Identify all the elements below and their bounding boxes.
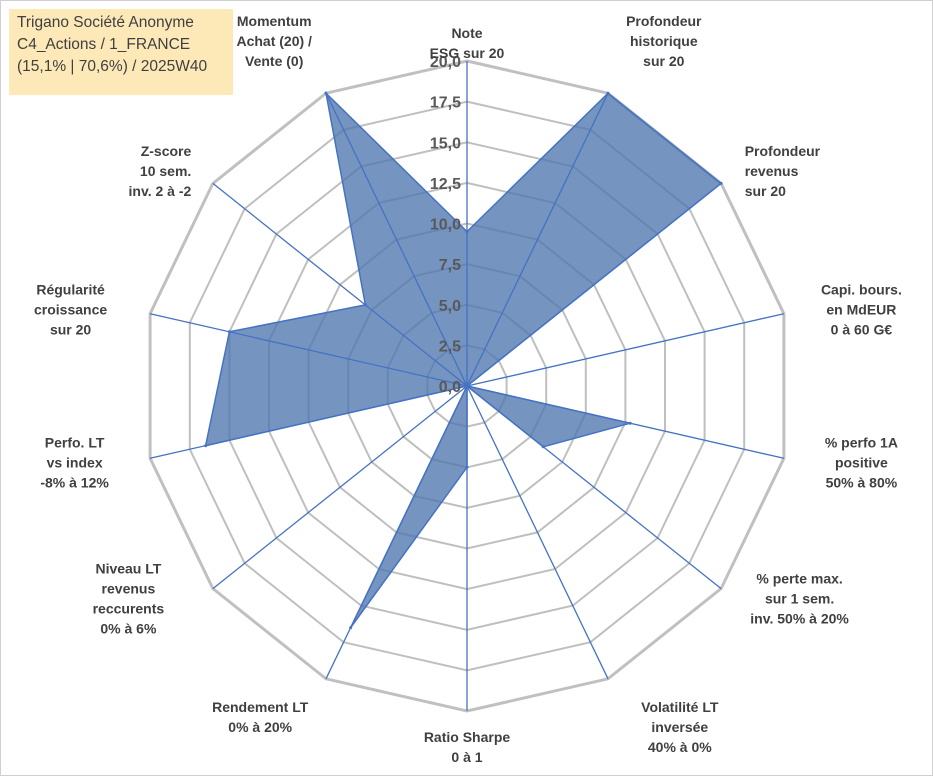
axis-label-3-line-2: 0 à 60 G€ [831,322,893,338]
data-point-9 [465,384,469,388]
tick-label-0: 0,0 [439,379,461,396]
axis-label-2: Profondeur revenus sur 20 [745,143,821,199]
axis-label-5: % perte max. sur 1 sem. inv. 50% à 20% [750,571,849,627]
data-point-13 [324,91,328,95]
title-line-stats: (15,1% | 70,6%) / 2025W40 [17,58,208,75]
axis-spoke-13 [325,92,468,387]
axis-label-6: Volatilité LT inversée 40% à 0% [641,699,719,755]
axis-spoke-5 [466,385,722,590]
tick-label-7: 17,5 [430,95,461,112]
axis-label-4-line-2: 50% à 80% [826,474,898,490]
axis-spoke-12 [212,182,468,387]
axis-spoke-3 [466,313,785,387]
data-point-4 [628,421,632,425]
data-point-2 [719,181,723,185]
chart-title-box: Trigano Société Anonyme C4_Actions / 1_F… [9,9,233,95]
data-point-11 [227,330,231,334]
data-point-8 [349,626,353,630]
axis-label-10: Perfo. LT vs index -8% à 12% [40,434,109,490]
axis-label-9-line-3: 0% à 6% [100,621,157,637]
data-point-0 [465,230,469,234]
axis-label-1-line-0: Profondeur [626,13,702,29]
axis-label-8-line-0: Rendement LT [212,699,309,715]
axis-spoke-6 [466,385,609,680]
axis-label-11-line-2: sur 20 [50,322,91,338]
axis-label-5-line-2: inv. 50% à 20% [750,611,849,627]
axis-label-0-line-1: ESG sur 20 [430,45,505,61]
label-layer: Note ESG sur 20 Profondeur historique sur 20… [34,13,902,765]
axis-label-11-line-1: croissance [34,302,107,318]
axis-label-13: Momentum Achat (20) / Vente (0) [236,13,312,69]
axis-label-0: Note ESG sur 20 [430,25,505,61]
axis-spoke-10 [149,385,468,459]
tick-label-8: 20,0 [430,54,461,71]
tick-label-1: 2,5 [439,338,461,355]
axis-label-10-line-2: -8% à 12% [40,474,109,490]
axis-label-9-line-1: revenus [102,581,156,597]
axis-label-9-line-2: reccurents [93,601,165,617]
axis-label-3-line-0: Capi. bours. [821,282,902,298]
axis-label-4: % perfo 1A positive 50% à 80% [825,434,898,490]
axis-label-3-line-1: en MdEUR [826,302,896,318]
series-layer [149,61,785,711]
axis-label-2-line-2: sur 20 [745,183,786,199]
axis-label-2-line-0: Profondeur [745,143,821,159]
axis-label-13-line-1: Achat (20) / [236,33,312,49]
tick-label-3: 7,5 [439,257,461,274]
axis-spoke-8 [325,385,468,680]
axis-label-4-line-0: % perfo 1A [825,434,898,450]
title-line-category: C4_Actions / 1_FRANCE [17,36,191,53]
axis-spoke-2 [466,182,722,387]
axis-label-13-line-0: Momentum [237,13,312,29]
axis-label-12-line-0: Z-score [141,143,192,159]
axis-spoke-4 [466,385,785,459]
axis-label-8: Rendement LT 0% à 20% [212,699,309,735]
axis-label-2-line-1: revenus [745,163,799,179]
tick-label-2: 5,0 [439,298,461,315]
data-point-7 [465,465,469,469]
tick-label-4: 10,0 [430,217,461,234]
axis-label-8-line-1: 0% à 20% [228,719,292,735]
axis-label-9-line-0: Niveau LT [95,561,161,577]
axis-label-0-line-0: Note [451,25,482,41]
axis-label-1-line-2: sur 20 [643,53,684,69]
axis-spoke-9 [212,385,468,590]
axis-label-9: Niveau LT revenus reccurents 0% à 6% [93,561,165,637]
axis-label-6-line-1: inversée [651,719,708,735]
data-point-12 [363,303,367,307]
axis-label-7-line-1: 0 à 1 [451,749,482,765]
axis-label-7-line-0: Ratio Sharpe [424,729,511,745]
axis-label-4-line-1: positive [835,454,888,470]
axis-label-1-line-1: historique [630,33,698,49]
axis-label-6-line-0: Volatilité LT [641,699,719,715]
axis-label-11-line-0: Régularité [36,282,105,298]
title-line-company: Trigano Société Anonyme [17,14,194,31]
axis-label-12-line-1: 10 sem. [140,163,191,179]
axis-label-5-line-0: % perte max. [756,571,842,587]
axis-label-13-line-2: Vente (0) [245,53,303,69]
tick-layer: 0,0 2,5 5,0 7,5 10,0 12,5 15,0 17,5 20,0 [430,54,461,396]
axis-label-3: Capi. bours. en MdEUR 0 à 60 G€ [821,282,902,338]
axis-label-1: Profondeur historique sur 20 [626,13,702,69]
axis-label-7: Ratio Sharpe 0 à 1 [424,729,511,765]
axis-label-5-line-1: sur 1 sem. [765,591,834,607]
axis-label-12-line-2: inv. 2 à -2 [129,183,192,199]
axis-label-10-line-0: Perfo. LT [45,434,105,450]
tick-label-5: 12,5 [430,176,461,193]
axis-spoke-11 [149,313,468,387]
tick-label-6: 15,0 [430,135,461,152]
axis-label-12: Z-score 10 sem. inv. 2 à -2 [129,143,192,199]
data-point-1 [606,91,610,95]
axis-label-11: Régularité croissance sur 20 [34,282,107,338]
axis-spoke-1 [466,92,609,387]
data-point-10 [204,444,208,448]
data-point-5 [541,445,545,449]
axis-label-6-line-2: 40% à 0% [648,739,712,755]
axis-label-10-line-1: vs index [47,454,103,470]
